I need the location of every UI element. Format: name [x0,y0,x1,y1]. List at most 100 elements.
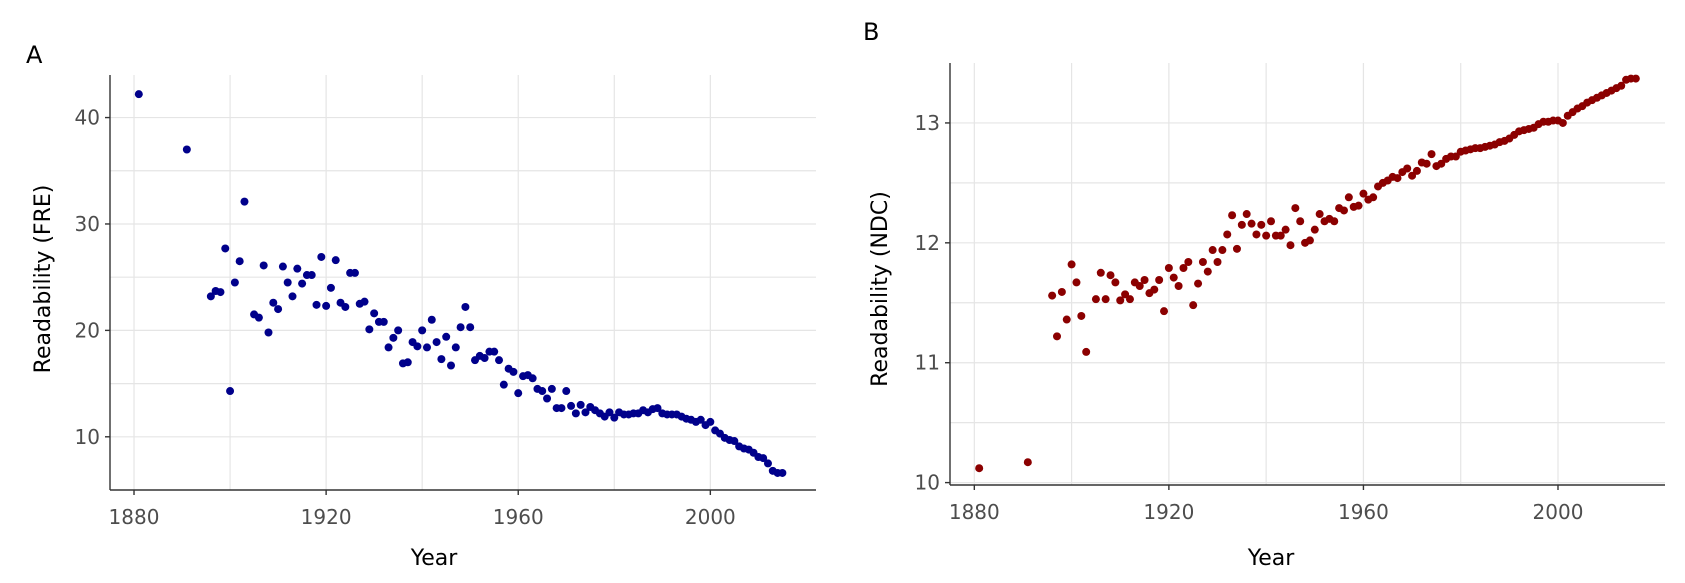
data-point [1257,220,1266,229]
data-point [557,404,566,413]
x-tick-label: 1880 [949,500,1000,524]
data-point [1106,271,1115,280]
data-point [365,325,374,334]
data-point [562,387,571,396]
data-point [283,278,292,287]
data-point [350,268,359,277]
y-tick-label: 10 [75,425,100,449]
data-point [1286,241,1295,250]
data-point [394,326,403,335]
data-point [730,437,739,446]
x-tick-label: 1960 [493,505,544,529]
data-point [1125,295,1134,304]
y-tick-label: 30 [75,212,100,236]
data-point [1179,264,1188,273]
data-point [1359,189,1368,198]
panel-b: B 1880 1920 1960 2000 10 11 12 13 Year Readabil… [863,18,1665,571]
data-point [1101,295,1110,304]
data-point [1228,211,1237,220]
panel-a-axes [109,75,816,491]
x-tick-label: 2000 [1533,500,1584,524]
data-point [1067,260,1076,269]
data-point [182,145,191,154]
data-point [1053,332,1062,341]
panel-a-x-axis-title: Year [410,546,459,571]
data-point [1330,217,1339,226]
data-point [571,409,580,418]
data-point [312,300,321,309]
x-tick-label: 1960 [1338,500,1389,524]
data-point [1164,264,1173,273]
data-point [1558,118,1567,127]
data-point [1276,231,1285,240]
data-point [1198,258,1207,267]
panel-label-a: A [26,41,43,69]
data-point [499,380,508,389]
data-point [413,342,422,351]
data-point [1184,258,1193,267]
panel-b-axes [949,63,1665,486]
data-point [543,394,552,403]
data-point [466,323,475,332]
data-point [1344,193,1353,202]
panel-b-x-axis-title: Year [1247,546,1296,571]
data-point [259,261,268,270]
data-point [1057,287,1066,296]
data-point [696,415,705,424]
data-point [1247,219,1256,228]
y-tick-label: 12 [915,231,940,255]
data-point [1305,236,1314,245]
data-point [490,347,499,356]
data-point [1048,291,1057,300]
data-point [1412,166,1421,175]
data-point [581,408,590,417]
data-point [274,305,283,314]
data-point [360,297,369,306]
data-point [403,358,412,367]
panel-a-y-axis-title: Readability (FRE) [31,185,56,374]
data-point [528,374,537,383]
data-point [1072,278,1081,287]
data-point [1111,278,1120,287]
data-point [547,384,556,393]
data-point [427,315,436,324]
panel-b-ticks: 1880 1920 1960 2000 10 11 12 13 [915,111,1584,524]
data-point [509,367,518,376]
y-tick-label: 13 [915,111,940,135]
data-point [1631,74,1640,83]
data-point [451,343,460,352]
data-point [293,264,302,273]
data-point [1116,296,1125,305]
data-point [432,338,441,347]
data-point [370,309,379,318]
data-point [379,317,388,326]
data-point [1393,174,1402,183]
y-tick-label: 40 [75,106,100,130]
data-point [495,356,504,365]
data-point [759,454,768,463]
data-point [1315,210,1324,219]
y-tick-label: 10 [915,471,940,495]
panel-a-ticks: 1880 1920 1960 2000 10 20 30 40 [75,106,736,529]
data-point [1218,246,1227,255]
panel-a-points [134,90,787,477]
data-point [1437,159,1446,168]
data-point [298,279,307,288]
data-point [763,459,772,468]
data-point [480,354,489,363]
data-point [1082,347,1091,356]
data-point [446,361,455,370]
y-tick-label: 20 [75,318,100,342]
data-point [221,244,230,253]
data-point [1354,201,1363,210]
x-tick-label: 2000 [685,505,736,529]
data-point [1135,281,1144,290]
data-point [206,292,215,301]
data-point [538,387,547,396]
data-point [1194,279,1203,288]
data-point [1155,275,1164,284]
data-point [226,387,235,396]
data-point [1296,217,1305,226]
data-point [778,468,787,477]
data-point [422,343,431,352]
